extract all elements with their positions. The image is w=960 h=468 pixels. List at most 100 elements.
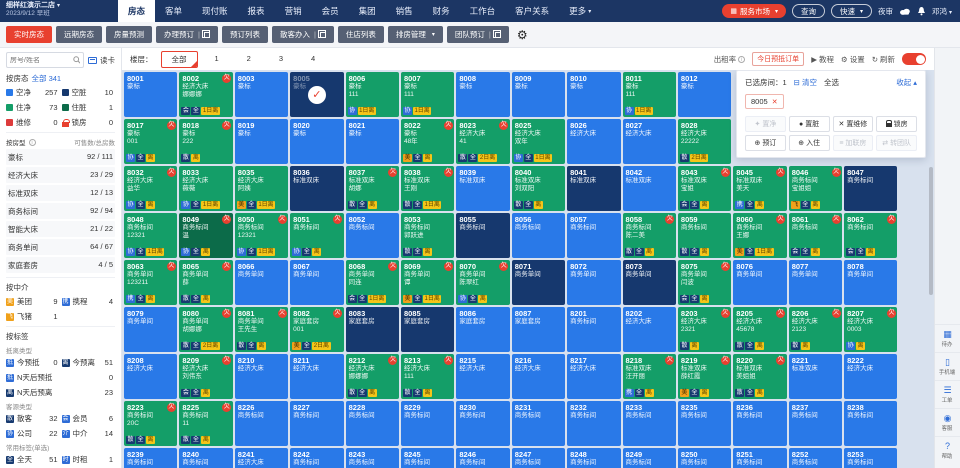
room-8073[interactable]: 8073 商务单间 — [622, 260, 676, 305]
room-8066[interactable]: 8066 商务单间 — [234, 260, 289, 305]
room-8063[interactable]: 8063 商务单间 123211 携全离 欠 — [124, 260, 178, 305]
toolbar-button-实时房态[interactable]: 实时房态 — [6, 26, 52, 43]
room-8041[interactable]: 8041 标准双床 — [567, 166, 621, 211]
room-8048[interactable]: 8048 商务标间 12321 协全 1日离 — [124, 213, 178, 258]
预订-button[interactable]: ⊕ 预订 — [745, 135, 786, 151]
dock-工单[interactable]: ☰ 工单 — [935, 380, 960, 408]
nav-item-报表[interactable]: 报表 — [247, 6, 265, 16]
nav-item-会员[interactable]: 会员 — [321, 6, 339, 16]
入住-button[interactable]: ⊕ 入住 — [788, 135, 830, 151]
room-8010[interactable]: 8010 豪标 — [567, 72, 621, 117]
tag-filter-公司[interactable]: 协公司 22 — [6, 428, 60, 439]
room-8037[interactable]: 8037 标准双床 胡娜散全离 欠 — [345, 166, 399, 211]
room-8051[interactable]: 8051 商务标间协全离 欠 — [290, 213, 344, 258]
room-8225[interactable]: 8225 商务标间 11 散全离 欠 — [179, 401, 233, 446]
room-8235[interactable]: 8235 商务标间 — [677, 401, 732, 446]
room-8008[interactable]: 8008 豪标 — [456, 72, 510, 117]
room-8021[interactable]: 8021 豪标 — [345, 119, 399, 164]
nav-item-财务[interactable]: 财务 — [432, 6, 450, 16]
user-menu[interactable]: 邓鸿 ▾ — [932, 6, 952, 17]
bell-icon[interactable] — [917, 6, 926, 16]
room-8002[interactable]: 8002 经济大床 娜娜娜会全 1日离 欠 — [179, 72, 233, 117]
nav-item-工作台[interactable]: 工作台 — [469, 6, 496, 16]
occupancy-rate[interactable]: 出租率 i — [714, 54, 746, 65]
agent-filter-携程[interactable]: 携携程 4 — [61, 296, 116, 307]
floor-option-全部[interactable]: 全部 — [160, 50, 198, 68]
置脏-button[interactable]: ● 置脏 — [788, 116, 830, 132]
agent-filter-飞猪[interactable]: 飞飞猪 1 — [6, 311, 60, 322]
room-8083[interactable]: 8083 家庭套房 — [345, 307, 399, 352]
room-8248[interactable]: 8248 商务标间 — [567, 448, 621, 468]
room-8061[interactable]: 8061 商务标间会全离 欠 — [788, 213, 843, 258]
置维修-button[interactable]: ✕ 置维修 — [832, 116, 874, 132]
toolbar-button-排房管理[interactable]: 排房管理 ▾ — [387, 26, 443, 43]
room-8043[interactable]: 8043 标准双床 宝姐会全离 欠 — [677, 166, 732, 211]
room-8062[interactable]: 8062 商务标间会全离 欠 — [844, 213, 898, 258]
room-8001[interactable]: 8001 豪标 — [124, 72, 178, 117]
settings-button[interactable]: ⚙ 设置 — [840, 54, 865, 64]
room-8018[interactable]: 8018 豪标 222 散离 欠 — [179, 119, 233, 164]
state-filter-空脏[interactable]: 空脏 10 — [61, 87, 116, 98]
quick-button[interactable]: 快速 ▾ — [830, 4, 872, 18]
tutorial-button[interactable]: ▶ 教程 — [811, 54, 834, 64]
room-8042[interactable]: 8042 标准双床 — [622, 166, 676, 211]
room-8080[interactable]: 8080 商务单间 胡娜娜散全 2日离 欠 — [179, 307, 233, 352]
room-8035[interactable]: 8035 经济大床 阿姨美全 1日离 — [234, 166, 289, 211]
room-8239[interactable]: 8239 商务标间 — [124, 448, 178, 468]
room-8007[interactable]: 8007 豪标 111 协 1日离 — [400, 72, 455, 117]
room-8081[interactable]: 8081 商务单间 王先生散全离 欠 — [234, 307, 289, 352]
room-8085[interactable]: 8085 家庭套房 — [400, 307, 455, 352]
type-filter-商务单间[interactable]: 商务单间 64 / 67 — [6, 239, 115, 255]
toolbar-gear-icon[interactable]: ⚙ — [516, 27, 528, 42]
room-8075[interactable]: 8075 商务单间 闫波会全离 欠 — [677, 260, 732, 305]
type-filter-智能大床[interactable]: 智能大床 21 / 22 — [6, 221, 115, 237]
room-8078[interactable]: 8078 商务单间 — [844, 260, 898, 305]
nav-item-集团[interactable]: 集团 — [358, 6, 376, 16]
type-filter-标准双床[interactable]: 标准双床 12 / 13 — [6, 185, 115, 201]
room-8231[interactable]: 8231 商务标间 — [511, 401, 566, 446]
today-arrivals-chip[interactable]: 今日预抵订单 — [752, 52, 805, 66]
room-8211[interactable]: 8211 经济大床 — [290, 354, 344, 399]
room-8206[interactable]: 8206 经济大床 2123 散离 欠 — [788, 307, 843, 352]
room-8221[interactable]: 8221 标准双床 — [788, 354, 843, 399]
floor-option-4[interactable]: 4 — [311, 53, 316, 63]
room-8226[interactable]: 8226 商务标间 — [234, 401, 289, 446]
remove-tag-icon[interactable]: ✕ — [771, 98, 778, 106]
room-8076[interactable]: 8076 商务单间 — [733, 260, 787, 305]
room-8209[interactable]: 8209 经济大床 刘伟东会全离 欠 — [179, 354, 233, 399]
toolbar-button-散客办入[interactable]: 散客办入 | — [271, 26, 334, 43]
hotel-switcher[interactable]: 细样红演示二店 ▾ 2023/9/12 早班 — [0, 0, 118, 22]
tag-filter-N天后预抵[interactable]: 抵 N天后预抵 0 — [6, 372, 115, 383]
room-8040[interactable]: 8040 标准双床 刘双阳散全离 — [511, 166, 566, 211]
toolbar-button-团队预订[interactable]: 团队预订 | — [446, 26, 509, 43]
room-8052[interactable]: 8052 商务标间 — [345, 213, 399, 258]
dock-手机端[interactable]: ▯ 手机端 — [935, 352, 960, 380]
room-8213[interactable]: 8213 经济大床 111 散全离 欠 — [400, 354, 455, 399]
room-8215[interactable]: 8215 经济大床 — [456, 354, 510, 399]
room-8039[interactable]: 8039 标准双床 — [456, 166, 510, 211]
room-8053[interactable]: 8053 商务标间 郭跃进散全离 — [400, 213, 455, 258]
room-8079[interactable]: 8079 商务单间 — [124, 307, 178, 352]
room-8220[interactable]: 8220 标准双床 美姐姐散全离 欠 — [733, 354, 787, 399]
room-8009[interactable]: 8009 豪标 — [511, 72, 566, 117]
room-8026[interactable]: 8026 经济大床 — [567, 119, 621, 164]
type-filter-豪标[interactable]: 豪标 92 / 111 — [6, 149, 115, 165]
room-8230[interactable]: 8230 商务标间 — [456, 401, 510, 446]
room-8236[interactable]: 8236 商务标间 — [733, 401, 787, 446]
room-8046[interactable]: 8046 商务标间 宝姐姐飞全离 欠 — [788, 166, 843, 211]
tag-filter-今预抵[interactable]: 抵今预抵 0 — [6, 357, 60, 368]
tag-filter-全天[interactable]: 全全天 51 — [6, 454, 60, 465]
room-8059[interactable]: 8059 商务标间散全离 — [677, 213, 732, 258]
room-8223[interactable]: 8223 商务标间 20C 散全离 欠 — [124, 401, 178, 446]
room-8212[interactable]: 8212 经济大床 娜娜娜散全离 欠 — [345, 354, 399, 399]
room-8202[interactable]: 8202 经济大床 — [622, 307, 676, 352]
room-8210[interactable]: 8210 经济大床 — [234, 354, 289, 399]
state-filter-空净[interactable]: 空净 257 — [6, 87, 60, 98]
room-8219[interactable]: 8219 标准双床 薛红霞美全离 欠 — [677, 354, 732, 399]
tag-filter-N天后预离[interactable]: 离 N天后预离 23 — [6, 387, 115, 398]
room-8249[interactable]: 8249 商务标间 — [622, 448, 676, 468]
collapse-panel-button[interactable]: 收起 ▴ — [896, 78, 917, 87]
锁房-button[interactable]: 锁房 — [876, 116, 917, 132]
room-8045[interactable]: 8045 标准双床 美天携全离 欠 — [733, 166, 787, 211]
room-8038[interactable]: 8038 标准双床 王刚散全 1日离 欠 — [400, 166, 455, 211]
